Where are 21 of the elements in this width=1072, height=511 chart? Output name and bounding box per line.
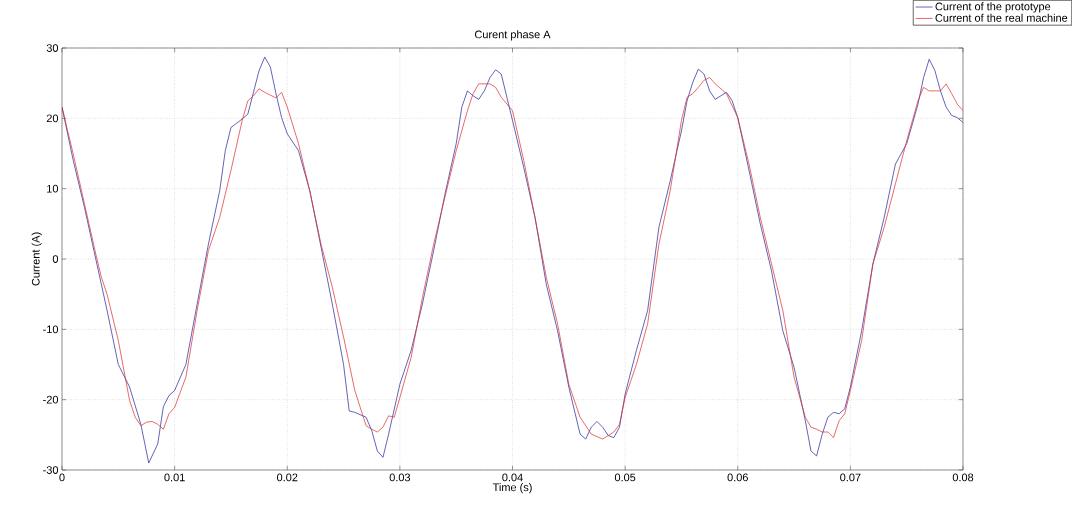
- chart-title: Curent phase A: [474, 30, 551, 41]
- y-axis-title: Current (A): [31, 232, 42, 286]
- x-tick-label: 0.05: [614, 473, 636, 482]
- legend-label: Current of the real machine: [935, 13, 1068, 22]
- y-tick-label: 10: [47, 184, 59, 193]
- x-tick-label: 0.04: [502, 473, 523, 482]
- x-tick-label: 0.06: [727, 473, 748, 482]
- y-tick-label: -20: [43, 395, 59, 404]
- x-tick-label: 0.03: [389, 473, 411, 482]
- x-axis-title: Time (s): [492, 483, 532, 494]
- y-tick-label: 20: [46, 114, 59, 123]
- y-tick-label: -10: [43, 325, 59, 334]
- x-tick-label: 0.02: [277, 473, 298, 482]
- y-tick-label: -30: [43, 466, 59, 474]
- x-tick-label: 0: [59, 473, 65, 482]
- x-tick-label: 0.07: [840, 473, 861, 482]
- legend-label: Current of the prototype: [935, 2, 1051, 13]
- y-tick-label: 0: [52, 255, 59, 263]
- y-tick-label: 30: [46, 44, 59, 52]
- x-tick-label: 0.01: [164, 473, 185, 482]
- x-tick-label: 0.08: [952, 473, 974, 482]
